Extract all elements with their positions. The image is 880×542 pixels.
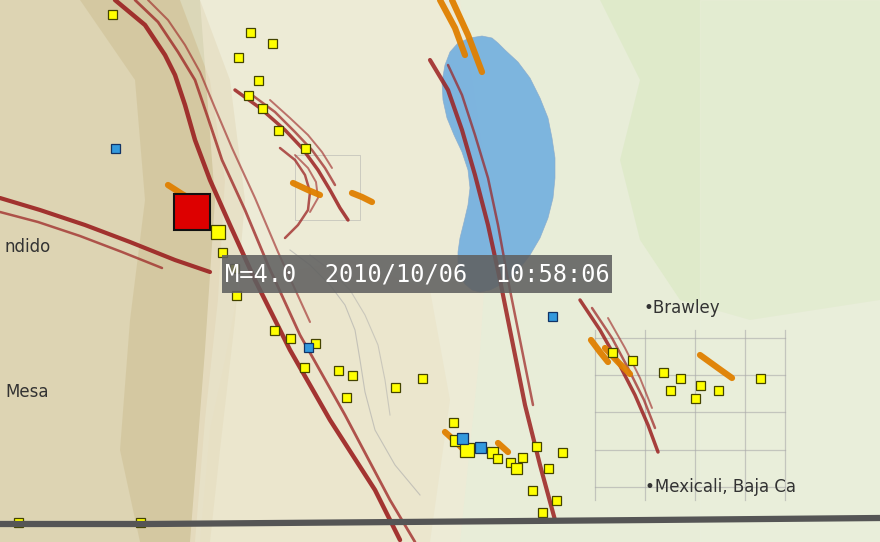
Bar (270, 326, 279, 335)
Bar (700, 0, 880, 542)
Bar (528, 486, 537, 495)
Bar (666, 386, 675, 395)
Text: Mesa: Mesa (5, 383, 48, 401)
Bar (246, 28, 255, 37)
Bar (234, 53, 243, 62)
Bar (334, 366, 343, 375)
Bar (449, 418, 458, 427)
Bar (676, 374, 685, 383)
FancyBboxPatch shape (222, 255, 612, 293)
Bar (174, 194, 210, 230)
Bar (691, 394, 700, 403)
Bar (475, 442, 486, 453)
Bar (254, 76, 263, 85)
Polygon shape (0, 0, 225, 542)
Bar (342, 393, 351, 402)
Bar (232, 291, 241, 300)
Bar (518, 453, 527, 462)
Text: •Brawley: •Brawley (644, 299, 721, 317)
Bar (14, 518, 23, 527)
Polygon shape (600, 0, 880, 320)
Bar (714, 386, 723, 395)
Text: M=4.0  2010/10/06  10:58:06: M=4.0 2010/10/06 10:58:06 (224, 262, 609, 286)
Bar (659, 368, 668, 377)
Polygon shape (80, 0, 245, 542)
Bar (286, 334, 295, 343)
Bar (552, 496, 561, 505)
Bar (628, 356, 637, 365)
Bar (300, 363, 309, 372)
Bar (558, 448, 567, 457)
Bar (460, 443, 474, 457)
Bar (301, 144, 310, 153)
Text: •Mexicali, Baja Ca: •Mexicali, Baja Ca (645, 478, 796, 496)
Bar (548, 312, 557, 321)
Bar (538, 508, 547, 517)
Bar (475, 443, 484, 452)
Bar (311, 339, 320, 348)
Text: ndido: ndido (5, 238, 51, 256)
Bar (511, 463, 522, 474)
Bar (696, 381, 705, 390)
Bar (348, 371, 357, 380)
Polygon shape (200, 260, 450, 542)
Bar (258, 104, 267, 113)
Bar (274, 126, 283, 135)
Bar (487, 447, 498, 458)
Bar (756, 374, 765, 383)
Bar (544, 464, 553, 473)
Bar (136, 518, 145, 527)
Bar (418, 374, 427, 383)
Bar (218, 248, 227, 257)
Bar (391, 383, 400, 392)
Bar (108, 10, 117, 19)
Bar (268, 39, 277, 48)
Bar (211, 225, 225, 239)
Bar (450, 435, 461, 446)
Polygon shape (442, 36, 555, 292)
Bar (608, 348, 617, 357)
Bar (506, 458, 515, 467)
Bar (304, 343, 313, 352)
Bar (230, 264, 239, 273)
Bar (111, 144, 120, 153)
Polygon shape (190, 0, 490, 542)
Bar (244, 91, 253, 100)
Bar (532, 442, 541, 451)
Bar (457, 433, 468, 444)
Bar (493, 454, 502, 463)
